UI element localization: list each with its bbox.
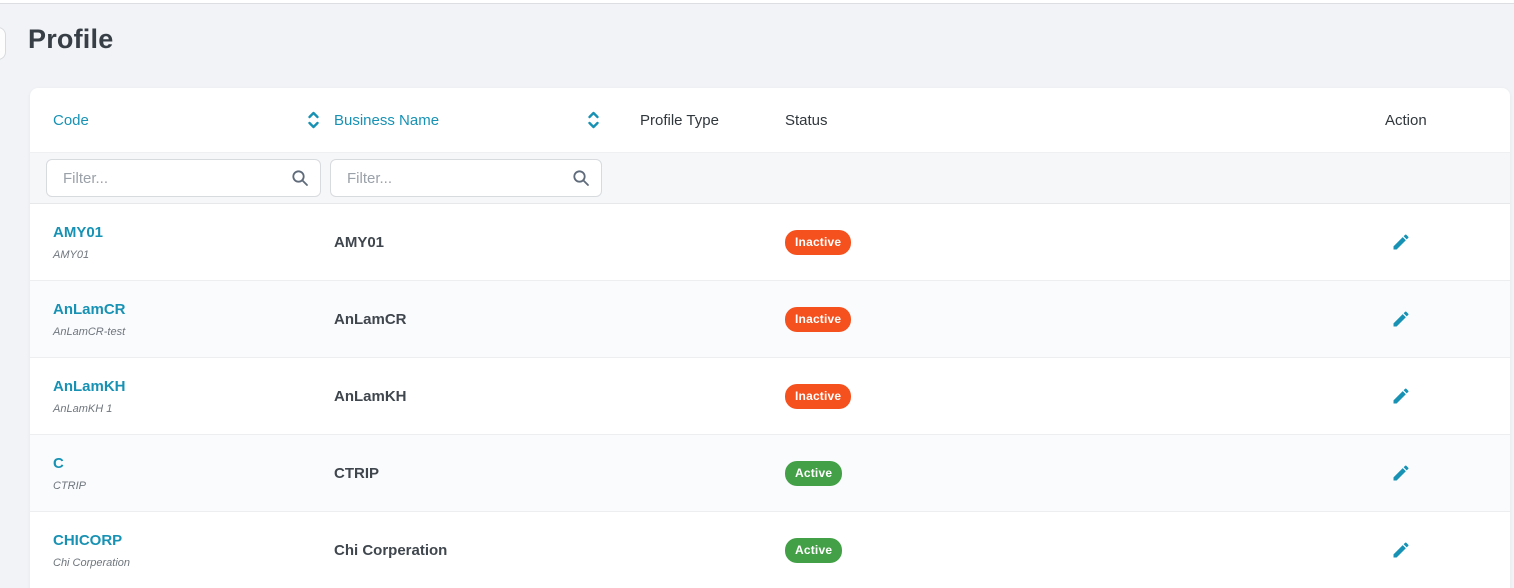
action-cell	[1385, 230, 1494, 254]
profile-table-card: Code Business Name Profile Type Status A…	[30, 88, 1510, 588]
code-cell: AnLamKH AnLamKH 1	[46, 378, 334, 415]
status-cell: Inactive	[785, 383, 1385, 409]
action-cell	[1385, 307, 1494, 331]
business-name-filter	[330, 159, 602, 197]
code-filter	[46, 159, 321, 197]
column-header-business-name-label: Business Name	[334, 111, 440, 129]
code-filter-input[interactable]	[46, 159, 321, 197]
edit-pencil-icon	[1391, 463, 1411, 483]
status-badge: Active	[785, 537, 843, 563]
table-row: AnLamCR AnLamCR-test AnLamCR Inactive	[30, 281, 1510, 358]
edit-button[interactable]	[1389, 538, 1413, 562]
table-row: AMY01 AMY01 AMY01 Inactive	[30, 204, 1510, 281]
edit-button[interactable]	[1389, 461, 1413, 485]
status-badge: Inactive	[785, 229, 852, 255]
table-row: C CTRIP CTRIP Active	[30, 435, 1510, 512]
sort-icon[interactable]	[587, 109, 600, 131]
edit-button[interactable]	[1389, 307, 1413, 331]
business-name-cell: CTRIP	[334, 464, 379, 482]
column-header-action: Action	[1385, 111, 1427, 129]
table-row: AnLamKH AnLamKH 1 AnLamKH Inactive	[30, 358, 1510, 435]
column-header-status: Status	[785, 111, 828, 129]
profile-sub-code: AMY01	[53, 248, 90, 261]
code-cell: AMY01 AMY01	[46, 224, 334, 261]
top-app-bar-edge	[0, 0, 1514, 4]
profile-code-link[interactable]: AnLamCR	[53, 300, 126, 318]
business-name-cell: AMY01	[334, 233, 385, 251]
table-row: CHICORP Chi Corperation Chi Corperation …	[30, 512, 1510, 588]
action-cell	[1385, 538, 1494, 562]
profile-code-link[interactable]: AnLamKH	[53, 377, 126, 395]
business-name-cell: AnLamKH	[334, 387, 407, 405]
edit-pencil-icon	[1391, 232, 1411, 252]
code-cell: CHICORP Chi Corperation	[46, 532, 334, 569]
profile-sub-code: CTRIP	[53, 479, 86, 492]
profile-code-link[interactable]: C	[53, 454, 64, 472]
column-header-profile-type: Profile Type	[640, 111, 719, 129]
edit-button[interactable]	[1389, 230, 1413, 254]
code-cell: AnLamCR AnLamCR-test	[46, 301, 334, 338]
code-cell: C CTRIP	[46, 455, 334, 492]
edit-pencil-icon	[1391, 540, 1411, 560]
table-filter-row	[30, 152, 1510, 204]
action-cell	[1385, 461, 1494, 485]
table-header-row: Code Business Name Profile Type Status A…	[30, 88, 1510, 152]
profile-sub-code: AnLamKH 1	[53, 402, 113, 415]
business-name-cell: AnLamCR	[334, 310, 407, 328]
business-name-cell: Chi Corperation	[334, 541, 448, 559]
table-body: AMY01 AMY01 AMY01 Inactive	[30, 204, 1510, 588]
sidebar-toggle-button-partial[interactable]	[0, 27, 6, 60]
action-cell	[1385, 384, 1494, 408]
page-title: Profile	[28, 24, 114, 54]
column-header-business-name[interactable]: Business Name	[334, 109, 640, 131]
profile-sub-code: AnLamCR-test	[53, 325, 126, 338]
column-header-code-label: Code	[53, 111, 89, 129]
column-header-code[interactable]: Code	[46, 109, 334, 131]
profile-code-link[interactable]: CHICORP	[53, 531, 123, 549]
profile-sub-code: Chi Corperation	[53, 556, 131, 569]
status-cell: Inactive	[785, 229, 1385, 255]
edit-pencil-icon	[1391, 309, 1411, 329]
status-badge: Inactive	[785, 306, 852, 332]
status-badge: Active	[785, 460, 843, 486]
status-badge: Inactive	[785, 383, 852, 409]
status-cell: Active	[785, 460, 1385, 486]
profile-code-link[interactable]: AMY01	[53, 223, 104, 241]
sort-icon[interactable]	[307, 109, 320, 131]
business-name-filter-input[interactable]	[330, 159, 602, 197]
edit-pencil-icon	[1391, 386, 1411, 406]
status-cell: Active	[785, 537, 1385, 563]
edit-button[interactable]	[1389, 384, 1413, 408]
status-cell: Inactive	[785, 306, 1385, 332]
